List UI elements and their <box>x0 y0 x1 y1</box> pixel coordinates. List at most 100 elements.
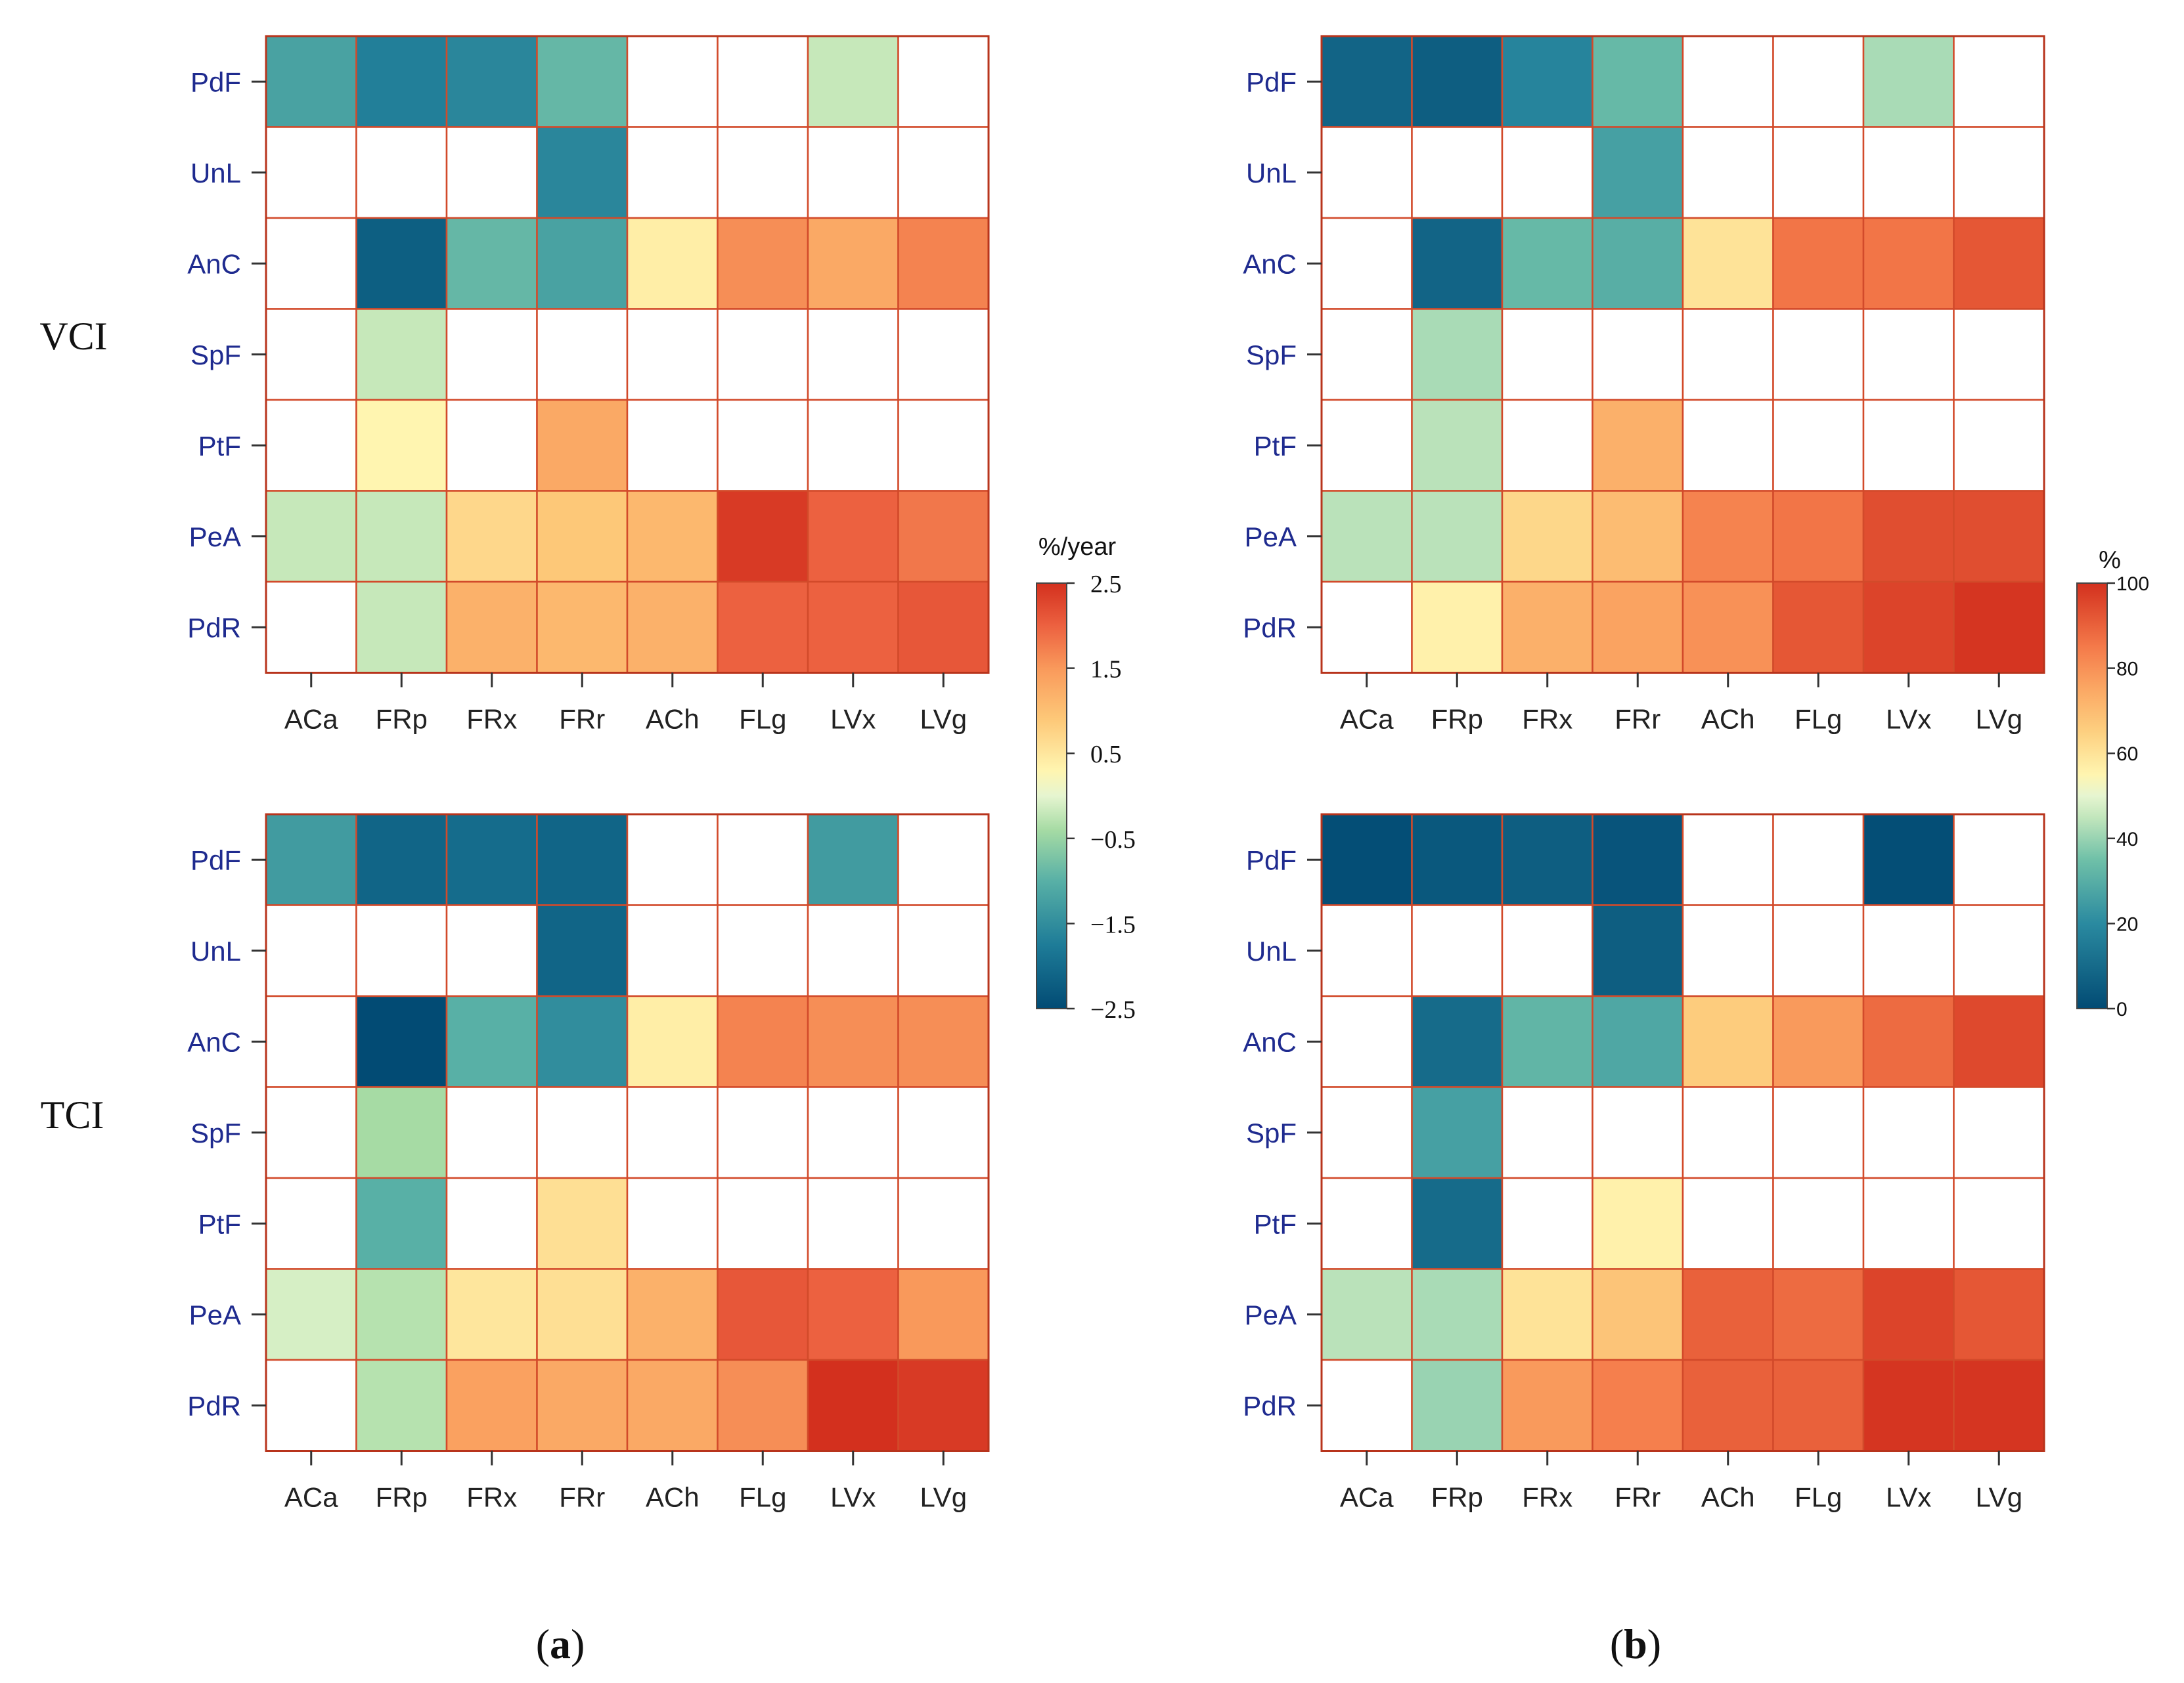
heatmap-cell <box>1501 399 1593 492</box>
heatmap-cell <box>1682 813 1774 906</box>
heatmap-cell <box>1320 1268 1413 1361</box>
heatmap-cell <box>807 995 899 1088</box>
heatmap-cell <box>1682 904 1774 997</box>
heatmap-cell <box>626 1086 719 1179</box>
heatmap-cell <box>1320 995 1413 1088</box>
heatmap-cell <box>1953 126 2045 219</box>
heatmap-cell <box>1953 904 2045 997</box>
y-tick-label: PdF <box>190 844 241 875</box>
heatmap-cell <box>897 126 990 219</box>
heatmap-cell <box>1592 308 1684 401</box>
heatmap-cell <box>355 904 448 997</box>
x-tick-label: FLg <box>1794 1482 1842 1513</box>
heatmap-cell <box>807 1268 899 1361</box>
colorbar-tick-label: −0.5 <box>1090 826 1136 854</box>
heatmap-cell <box>807 126 899 219</box>
heatmap-cell <box>717 490 809 583</box>
colorbar-tick-label: 2.5 <box>1090 571 1122 598</box>
heatmap-cell <box>717 217 809 310</box>
heatmap-cell <box>536 126 629 219</box>
heatmap-cell <box>265 399 357 492</box>
x-tick-label: FRr <box>559 1482 605 1513</box>
x-tick-label: FRx <box>1522 704 1572 735</box>
x-tick-label: ACa <box>1340 704 1394 735</box>
x-tick-label: FRp <box>1431 704 1483 735</box>
heatmap-cell <box>1772 35 1865 128</box>
colorbar-tick-label: 20 <box>2116 913 2138 935</box>
heatmap-cell <box>1953 995 2045 1088</box>
heatmap-cell <box>265 217 357 310</box>
heatmap-cell <box>1592 217 1684 310</box>
colorbar-tick-label: 80 <box>2116 659 2138 680</box>
heatmap-cell <box>1772 580 1865 674</box>
heatmap-cell <box>1592 1359 1684 1452</box>
heatmap-cell <box>1411 1177 1504 1270</box>
x-tick-label: LVx <box>1886 704 1931 735</box>
heatmap-cell <box>445 490 538 583</box>
heatmap-cell <box>1592 399 1684 492</box>
heatmap-cell <box>445 580 538 674</box>
x-tick-label: ACh <box>646 1482 700 1513</box>
colorbar-title: % <box>2099 546 2121 574</box>
heatmap-cell <box>626 995 719 1088</box>
heatmap-cell <box>717 308 809 401</box>
heatmap-cell <box>1320 35 1413 128</box>
heatmap-cell <box>1501 35 1593 128</box>
heatmap-cell <box>1682 995 1774 1088</box>
heatmap-cell <box>536 308 629 401</box>
heatmap-cell <box>1411 490 1504 583</box>
heatmap-cell <box>1953 813 2045 906</box>
heatmap-cell <box>1772 308 1865 401</box>
x-tick-label: FRr <box>559 704 605 735</box>
heatmap-a-vci: PdF UnL AnC SpF PtF PeA PdR ACa FRp FRx FRr ACh FLg L… <box>187 35 990 735</box>
heatmap-cell <box>897 399 990 492</box>
heatmap-cell <box>626 308 719 401</box>
heatmap-cell <box>897 217 990 310</box>
heatmap-cell <box>1862 35 1955 128</box>
heatmap-cell <box>1772 813 1865 906</box>
heatmap-cell <box>1682 1268 1774 1361</box>
panel-caption-a: (a) <box>536 1621 585 1667</box>
heatmap-cell <box>1862 995 1955 1088</box>
x-tick-label: ACh <box>1701 704 1755 735</box>
y-tick-label: PtF <box>198 1208 241 1239</box>
colorbar-tick-label: 1.5 <box>1090 656 1122 684</box>
heatmap-cell <box>1772 217 1865 310</box>
heatmap-cell <box>445 126 538 219</box>
colorbar-tick-label: −1.5 <box>1090 911 1136 938</box>
heatmap-cell <box>355 580 448 674</box>
y-tick-label: PeA <box>1245 1300 1297 1330</box>
colorbar-tick-label: 100 <box>2116 573 2149 595</box>
heatmap-cell <box>1320 490 1413 583</box>
heatmap-cell <box>626 813 719 906</box>
heatmap-cell <box>1501 1268 1593 1361</box>
heatmap-cell <box>1862 217 1955 310</box>
heatmap-cell <box>717 1177 809 1270</box>
heatmap-cell <box>807 580 899 674</box>
colorbar-tick-label: 40 <box>2116 829 2138 850</box>
y-tick-label: PeA <box>189 1300 241 1330</box>
heatmap-cell <box>1411 308 1504 401</box>
x-tick-label: LVg <box>1975 704 2022 735</box>
heatmap-cell <box>626 490 719 583</box>
heatmap-cell <box>536 904 629 997</box>
heatmap-cell <box>265 35 357 128</box>
heatmap-cell <box>1862 1086 1955 1179</box>
colorbar-b: %100 80 60 40 20 0 <box>2076 546 2149 1020</box>
heatmap-cell <box>355 995 448 1088</box>
colorbar-gradient <box>1036 582 1067 1009</box>
x-tick-label: FRr <box>1615 704 1660 735</box>
colorbar-gradient <box>2076 582 2108 1009</box>
heatmap-cell <box>1682 1359 1774 1452</box>
heatmap-cell <box>265 126 357 219</box>
heatmap-cell <box>626 1177 719 1270</box>
heatmap-cell <box>1501 308 1593 401</box>
heatmap-cell <box>355 490 448 583</box>
heatmap-cell <box>807 813 899 906</box>
heatmap-cell <box>445 308 538 401</box>
heatmap-cell <box>1953 1268 2045 1361</box>
x-tick-label: FLg <box>739 704 786 735</box>
x-tick-label: FRr <box>1615 1482 1660 1513</box>
heatmap-cell <box>536 1086 629 1179</box>
heatmap-cell <box>355 217 448 310</box>
